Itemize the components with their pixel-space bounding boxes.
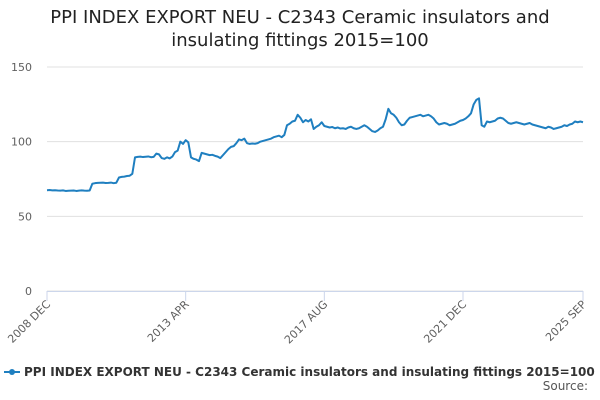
legend-marker [9,369,15,375]
y-tick-label: 150 [11,61,32,74]
y-tick-label: 50 [18,210,32,223]
data-line [46,97,584,192]
legend-label: PPI INDEX EXPORT NEU - C2343 Ceramic ins… [24,365,595,379]
x-tick-label: 2008 DEC [5,298,53,346]
y-tick-label: 100 [11,136,32,149]
chart-title: PPI INDEX EXPORT NEU - C2343 Ceramic ins… [50,7,550,51]
x-tick-label: 2021 DEC [421,298,469,346]
y-tick-label: 0 [25,285,32,298]
x-tick-label: 2025 SEP [543,298,589,344]
x-tick-label: 2013 APR [145,298,192,345]
source: Source: [543,379,588,393]
x-tick-label: 2017 AUG [282,298,331,347]
